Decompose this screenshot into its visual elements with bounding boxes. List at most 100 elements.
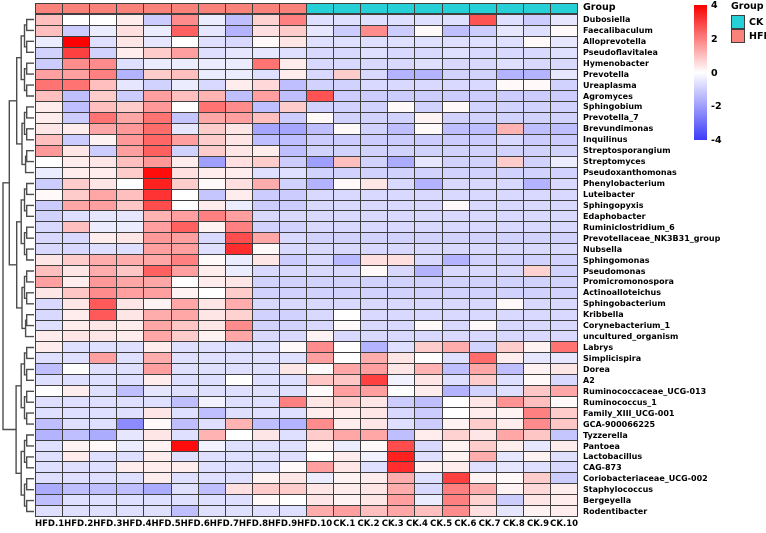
- row-label: Simplicispira: [583, 354, 642, 364]
- col-label: CK.9: [527, 519, 550, 529]
- heatmap-cell: [496, 364, 523, 375]
- heatmap-cell: [550, 124, 577, 135]
- heatmap-cell: [469, 69, 496, 80]
- heatmap-cell: [523, 364, 550, 375]
- col-label: CK.3: [381, 519, 404, 529]
- colorbar-tick-label: 2: [711, 33, 718, 45]
- heatmap-cell: [334, 484, 361, 495]
- heatmap-cell: [361, 353, 388, 364]
- heatmap-cell: [442, 451, 469, 462]
- heatmap-cell: [252, 386, 279, 396]
- group-bar-cell: [117, 4, 144, 13]
- heatmap-cell: [442, 222, 469, 233]
- heatmap-cell: [496, 407, 523, 418]
- heatmap-cell: [36, 178, 63, 189]
- heatmap-cell: [117, 15, 144, 25]
- row-label: uncultured_organism: [583, 332, 679, 342]
- heatmap-cell: [252, 69, 279, 80]
- heatmap-cell: [171, 69, 198, 80]
- heatmap-cell: [334, 178, 361, 189]
- heatmap-cell: [415, 418, 442, 429]
- heatmap-cell: [117, 244, 144, 255]
- heatmap-cell: [334, 320, 361, 331]
- heatmap-cell: [198, 156, 225, 167]
- heatmap-cell: [279, 211, 306, 222]
- heatmap-cell: [279, 91, 306, 102]
- heatmap-cell: [496, 298, 523, 309]
- heatmap-cell: [469, 309, 496, 320]
- heatmap-cell: [388, 255, 415, 265]
- heatmap-cell: [225, 331, 252, 342]
- heatmap-cell: [144, 375, 171, 386]
- heatmap-cell: [415, 506, 442, 516]
- heatmap-cell: [307, 484, 334, 495]
- row-label: Family_XIII_UCG-001: [583, 408, 675, 418]
- heatmap-cell: [307, 113, 334, 124]
- heatmap-cell: [171, 58, 198, 69]
- heatmap-cell: [469, 320, 496, 331]
- heatmap-cell: [523, 167, 550, 178]
- heatmap-cell: [225, 145, 252, 156]
- colorbar-ticks: 4 2 0 -2 -4: [711, 0, 735, 146]
- heatmap-cell: [36, 156, 63, 167]
- heatmap-cell: [496, 320, 523, 331]
- heatmap-cell: [171, 386, 198, 396]
- group-bar-cell: [198, 4, 225, 13]
- heatmap-cell: [415, 145, 442, 156]
- heatmap-cell: [415, 255, 442, 265]
- heatmap-cell: [334, 473, 361, 484]
- heatmap-cell: [252, 462, 279, 473]
- heatmap-cell: [307, 211, 334, 222]
- heatmap-cell: [334, 276, 361, 287]
- heatmap-cell: [496, 80, 523, 91]
- heatmap-cell: [415, 462, 442, 473]
- heatmap-cell: [90, 287, 117, 298]
- heatmap-cell: [198, 135, 225, 145]
- heatmap-cell: [117, 342, 144, 353]
- heatmap-cell: [117, 255, 144, 265]
- heatmap-cell: [225, 375, 252, 386]
- row-label: Brevundimonas: [583, 124, 654, 134]
- heatmap-cell: [550, 135, 577, 145]
- heatmap-cell: [90, 495, 117, 506]
- heatmap-cell: [63, 375, 90, 386]
- heatmap-cell: [171, 473, 198, 484]
- row-label: Sphingopyxis: [583, 200, 644, 210]
- heatmap-cell: [144, 386, 171, 396]
- heatmap-cell: [63, 113, 90, 124]
- heatmap-cell: [496, 276, 523, 287]
- heatmap-cell: [279, 47, 306, 58]
- heatmap-cell: [550, 484, 577, 495]
- heatmap-cell: [252, 473, 279, 484]
- heatmap-cell: [252, 506, 279, 516]
- heatmap-cell: [496, 265, 523, 276]
- heatmap-cell: [252, 309, 279, 320]
- heatmap-cell: [171, 233, 198, 244]
- heatmap-cell: [442, 156, 469, 167]
- heatmap-cell: [523, 91, 550, 102]
- heatmap-cell: [225, 91, 252, 102]
- heatmap-cell: [63, 506, 90, 516]
- heatmap-cell: [442, 80, 469, 91]
- heatmap-cell: [225, 69, 252, 80]
- col-label: HFD.3: [93, 519, 123, 529]
- heatmap-cell: [144, 276, 171, 287]
- heatmap-cell: [496, 473, 523, 484]
- heatmap-cell: [279, 222, 306, 233]
- heatmap-cell: [388, 200, 415, 211]
- heatmap-cell: [225, 386, 252, 396]
- heatmap-cell: [361, 25, 388, 36]
- heatmap-cell: [361, 407, 388, 418]
- heatmap-cell: [307, 309, 334, 320]
- heatmap-cell: [225, 156, 252, 167]
- row-label: Dorea: [583, 364, 610, 374]
- heatmap-cell: [90, 386, 117, 396]
- heatmap-cell: [36, 331, 63, 342]
- heatmap-cell: [361, 386, 388, 396]
- heatmap-cell: [63, 178, 90, 189]
- heatmap-cell: [307, 200, 334, 211]
- col-label: CK.6: [454, 519, 477, 529]
- col-labels: HFD.1 HFD.2 HFD.3 HFD.4 HFD.5 HFD.6 HFD.7 HFD.8…: [35, 518, 578, 531]
- heatmap-cell: [117, 429, 144, 440]
- heatmap-cell: [198, 189, 225, 200]
